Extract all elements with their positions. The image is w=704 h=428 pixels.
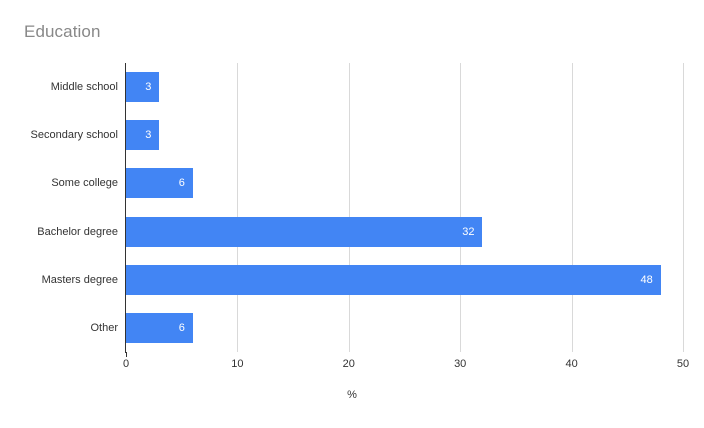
bar-value-label: 32 bbox=[462, 225, 475, 238]
y-axis-category-label: Secondary school bbox=[30, 129, 118, 142]
gridline bbox=[683, 63, 684, 352]
x-axis-tick-label: 20 bbox=[342, 358, 355, 370]
plot-area bbox=[126, 63, 684, 352]
bar-value-label: 3 bbox=[145, 129, 152, 142]
y-axis-category-label: Bachelor degree bbox=[37, 225, 118, 238]
bar-value-label: 6 bbox=[178, 177, 185, 190]
bar-value-label: 3 bbox=[145, 81, 152, 94]
y-axis-category-label: Masters degree bbox=[41, 273, 118, 286]
x-axis-tick-label: 0 bbox=[122, 358, 130, 370]
bar[interactable] bbox=[126, 312, 193, 343]
x-axis-title: % bbox=[347, 389, 357, 401]
gridline bbox=[571, 63, 573, 352]
chart-title: Education bbox=[24, 22, 101, 41]
bar[interactable] bbox=[126, 216, 483, 247]
gridline bbox=[348, 63, 350, 352]
bar-value-label: 6 bbox=[178, 321, 185, 334]
y-axis-line bbox=[125, 63, 126, 353]
gridline bbox=[460, 63, 462, 352]
y-axis-category-label: Some college bbox=[51, 177, 118, 190]
y-axis-category-label: Middle school bbox=[50, 81, 118, 94]
x-axis-tick-label: 50 bbox=[676, 358, 690, 370]
y-axis-category-label: Other bbox=[90, 321, 118, 334]
x-axis-tick-label: 40 bbox=[565, 358, 578, 370]
bar[interactable] bbox=[126, 168, 193, 199]
gridline bbox=[237, 63, 239, 352]
bar[interactable] bbox=[126, 72, 160, 103]
x-tick-mark bbox=[126, 352, 127, 357]
x-axis-tick-label: 30 bbox=[454, 358, 467, 370]
bar[interactable] bbox=[126, 120, 160, 151]
bar[interactable] bbox=[126, 264, 661, 295]
bar-value-label: 48 bbox=[640, 273, 653, 286]
x-axis-tick-label: 10 bbox=[231, 358, 244, 370]
